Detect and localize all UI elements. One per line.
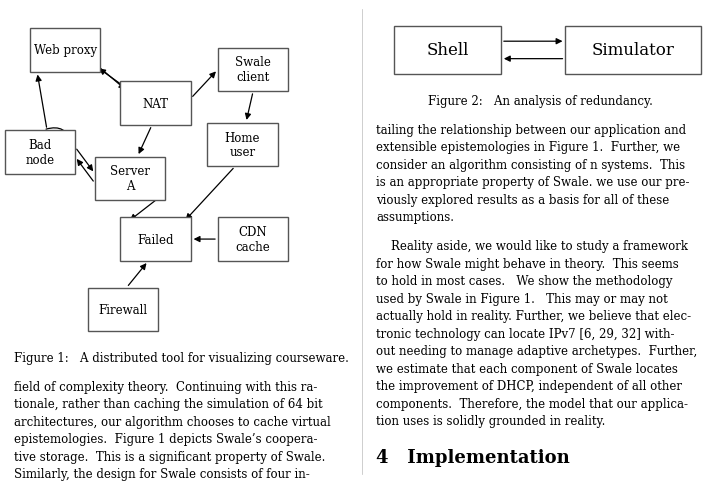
FancyBboxPatch shape bbox=[4, 131, 75, 174]
Text: Failed: Failed bbox=[137, 233, 174, 246]
Text: Swale
client: Swale client bbox=[235, 56, 271, 84]
Text: Firewall: Firewall bbox=[99, 303, 147, 316]
FancyBboxPatch shape bbox=[95, 157, 165, 201]
Text: Bad
node: Bad node bbox=[25, 138, 55, 166]
Text: CDN
cache: CDN cache bbox=[236, 226, 270, 254]
Text: Reality aside, we would like to study a framework
for how Swale might behave in : Reality aside, we would like to study a … bbox=[376, 240, 697, 427]
Text: Simulator: Simulator bbox=[592, 42, 674, 60]
FancyBboxPatch shape bbox=[120, 82, 191, 126]
Text: Figure 1:   A distributed tool for visualizing courseware.: Figure 1: A distributed tool for visuali… bbox=[14, 351, 349, 364]
FancyBboxPatch shape bbox=[218, 48, 288, 92]
FancyBboxPatch shape bbox=[88, 288, 158, 332]
FancyBboxPatch shape bbox=[218, 218, 288, 261]
FancyBboxPatch shape bbox=[207, 123, 278, 167]
FancyBboxPatch shape bbox=[120, 218, 191, 261]
Text: Figure 2:   An analysis of redundancy.: Figure 2: An analysis of redundancy. bbox=[428, 94, 653, 107]
FancyBboxPatch shape bbox=[29, 29, 101, 73]
Text: 4   Implementation: 4 Implementation bbox=[376, 448, 569, 466]
Text: Shell: Shell bbox=[426, 42, 469, 60]
FancyBboxPatch shape bbox=[565, 27, 701, 75]
Text: tailing the relationship between our application and
extensible epistemologies i: tailing the relationship between our app… bbox=[376, 123, 690, 224]
Text: field of complexity theory.  Continuing with this ra-
tionale, rather than cachi: field of complexity theory. Continuing w… bbox=[14, 380, 331, 480]
Text: NAT: NAT bbox=[142, 98, 168, 110]
FancyBboxPatch shape bbox=[394, 27, 501, 75]
Text: Home
user: Home user bbox=[224, 131, 260, 159]
Text: Server
A: Server A bbox=[110, 165, 150, 193]
Text: Web proxy: Web proxy bbox=[34, 45, 96, 57]
